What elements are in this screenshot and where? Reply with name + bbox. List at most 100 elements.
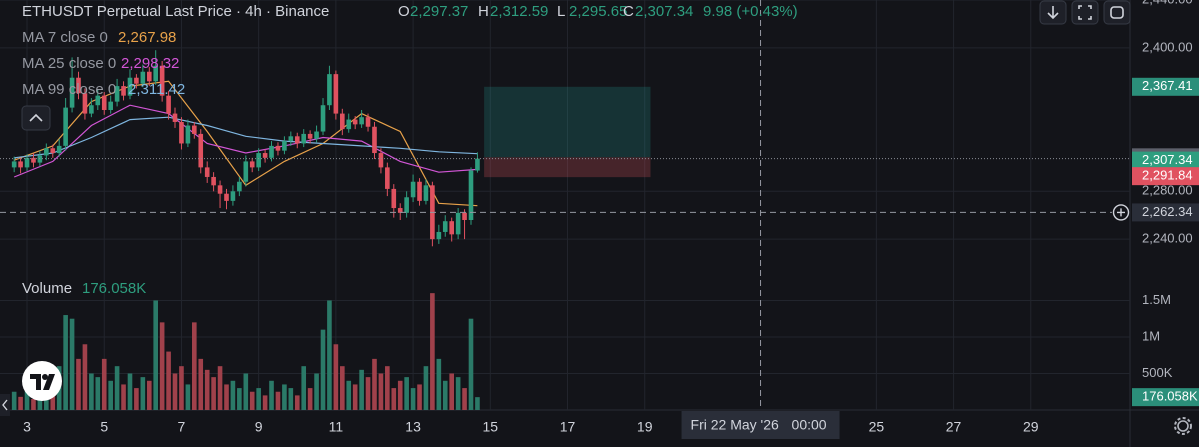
candle-body [391, 188, 397, 209]
volume-bar [359, 369, 364, 410]
volume-bar [37, 395, 43, 410]
candle-body [11, 161, 17, 168]
volume-legend-value: 176.058K [82, 280, 146, 297]
volume-bar [134, 388, 139, 410]
volume-bar [256, 388, 261, 410]
volume-tick-label: 1.5M [1142, 292, 1171, 307]
x-tick-label: 7 [178, 419, 186, 435]
volume-bar [462, 388, 467, 410]
candle-body [191, 125, 197, 134]
volume-bar [288, 388, 294, 410]
candle-body [172, 113, 178, 122]
volume-bar [153, 300, 159, 410]
candle-body [359, 117, 364, 125]
candle-body [82, 93, 88, 114]
candle-body [275, 145, 281, 151]
settings-button[interactable] [1174, 417, 1192, 435]
candle-body [314, 131, 319, 139]
x-tick-label: 9 [255, 419, 263, 435]
candle-body [18, 161, 23, 168]
volume-bar [121, 384, 126, 410]
volume-bar [76, 358, 81, 410]
legend-value: 2,312.59 [490, 3, 548, 20]
price-tag-bg [1132, 167, 1199, 186]
candle-body [31, 157, 36, 163]
fullscreen-button[interactable] [1071, 0, 1099, 25]
grid [0, 0, 1130, 410]
logo [22, 361, 62, 401]
volume-bar [385, 366, 390, 410]
volume-bars [11, 293, 480, 410]
y-tick-label: 2,400.00 [1142, 39, 1193, 54]
volume-bar [31, 399, 36, 410]
volume-bar [198, 358, 204, 410]
price-tag: 2,262.34 [1142, 204, 1193, 219]
volume-bar [365, 377, 371, 410]
candle-body [468, 170, 474, 220]
volume-bar [436, 358, 442, 410]
volume-bar [89, 373, 94, 410]
legend-key: O [398, 3, 410, 20]
legend-value: 2,297.37 [410, 3, 468, 20]
candle-body [449, 221, 454, 235]
ma-line [13, 104, 478, 178]
volume-bar [249, 391, 255, 410]
candle-body [243, 161, 249, 182]
candle-body [455, 212, 461, 235]
candle-body [327, 74, 332, 106]
candle-body [436, 231, 442, 240]
candle-body [352, 119, 358, 125]
volume-bar [333, 344, 339, 410]
crosshair-date-box [681, 411, 840, 439]
labels: O 2,297.37 H 2,312.59 L 2,295.65C 2,307.34 9.98… [22, 0, 1199, 435]
candle-body [204, 167, 210, 177]
volume-bar [352, 384, 358, 410]
volume-bar [179, 366, 184, 410]
ma-legend-value: 2,298.32 [121, 55, 179, 72]
volume-bar [230, 380, 236, 410]
volume-bar [69, 318, 75, 410]
collapse-button[interactable] [21, 105, 51, 131]
volume-bar [294, 395, 300, 410]
ma-legend-name: MA 25 close 0 [22, 55, 116, 72]
candle-body [372, 126, 377, 154]
candle-body [95, 95, 101, 106]
change: 9.98 (+0.43%) [703, 3, 798, 20]
volume-bar [108, 380, 113, 410]
volume-bar [224, 384, 229, 410]
volume-bar [475, 397, 480, 410]
candle-body [140, 71, 146, 84]
candle-body [166, 95, 171, 114]
volume-bar [378, 373, 384, 410]
candle-body [121, 86, 126, 96]
candle-body [249, 161, 255, 168]
volume-bar [166, 351, 171, 410]
candle-body [56, 145, 62, 154]
candle-body [63, 107, 68, 146]
candle-body [346, 119, 352, 130]
crosshair-date: Fri 22 May '26 [691, 417, 779, 433]
x-tick-label: 25 [869, 419, 885, 435]
volume-legend-name: Volume [22, 280, 72, 297]
volume-tick-label: 1M [1142, 328, 1160, 343]
volume-bar [269, 380, 274, 410]
volume-bar [18, 396, 23, 410]
volume-bar [417, 384, 422, 410]
volume-bar [455, 377, 461, 410]
volume-bar [191, 322, 197, 410]
reset-button[interactable] [1103, 0, 1131, 25]
volume-bar [140, 377, 146, 410]
volume-bar [372, 358, 377, 410]
x-tick-label: 27 [946, 419, 962, 435]
volume-bar [101, 358, 107, 410]
scroll-left[interactable] [0, 394, 10, 416]
add-alert-button[interactable] [1112, 204, 1130, 221]
price-tag-bg [1132, 77, 1199, 96]
scroll-button[interactable] [1039, 0, 1067, 25]
volume-bar [404, 377, 409, 410]
x-tick-label: 29 [1023, 419, 1039, 435]
volume-bar [24, 386, 30, 410]
candle-body [146, 71, 152, 82]
crosshair-time: 00:00 [792, 417, 827, 433]
volume-bar [346, 380, 352, 410]
